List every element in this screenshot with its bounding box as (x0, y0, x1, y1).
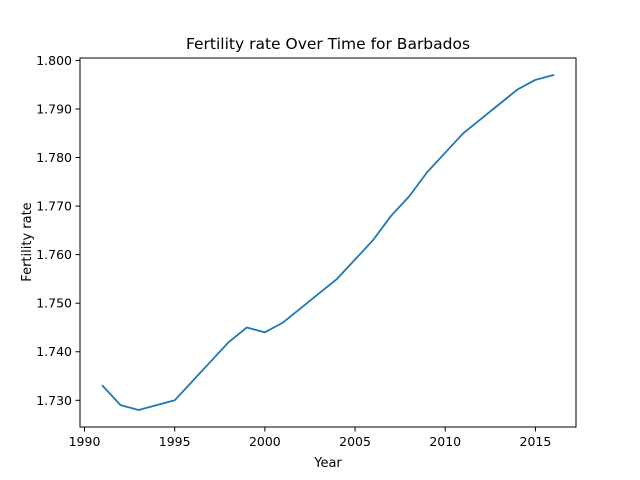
y-tick-label: 1.730 (36, 393, 72, 408)
chart-title: Fertility rate Over Time for Barbados (186, 35, 470, 53)
x-tick-label: 2015 (520, 434, 552, 449)
y-axis-label: Fertility rate (20, 202, 35, 281)
y-tick-label: 1.750 (36, 296, 72, 311)
y-tick-label: 1.800 (36, 53, 72, 68)
x-tick-label: 2000 (249, 434, 281, 449)
y-tick-label: 1.740 (36, 344, 72, 359)
y-tick-label: 1.780 (36, 150, 72, 165)
x-tick-label: 2005 (339, 434, 371, 449)
x-tick-label: 1990 (69, 434, 101, 449)
y-tick-label: 1.760 (36, 247, 72, 262)
x-axis-label: Year (313, 456, 342, 471)
y-tick-label: 1.770 (36, 199, 72, 214)
y-tick-label: 1.790 (36, 101, 72, 116)
x-tick-label: 2010 (429, 434, 461, 449)
x-tick-label: 1995 (159, 434, 191, 449)
